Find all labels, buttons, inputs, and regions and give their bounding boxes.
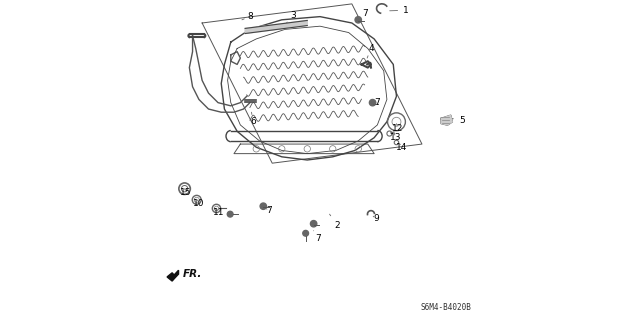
Text: 6: 6 xyxy=(250,112,256,126)
Text: 7: 7 xyxy=(266,206,272,215)
Text: S6M4-B4020B: S6M4-B4020B xyxy=(420,303,471,312)
Text: 2: 2 xyxy=(330,214,340,230)
Text: 9: 9 xyxy=(373,214,379,223)
Circle shape xyxy=(303,230,308,236)
Text: 4: 4 xyxy=(367,44,374,58)
Circle shape xyxy=(260,203,266,209)
Text: 12: 12 xyxy=(392,124,404,132)
Text: 7: 7 xyxy=(373,98,380,107)
Polygon shape xyxy=(441,116,452,125)
Text: 3: 3 xyxy=(287,11,296,23)
Polygon shape xyxy=(167,270,179,281)
Text: 10: 10 xyxy=(193,198,205,207)
Text: 8: 8 xyxy=(242,12,253,21)
Text: FR.: FR. xyxy=(182,269,202,279)
Text: 11: 11 xyxy=(213,208,225,217)
Circle shape xyxy=(369,100,376,106)
Text: 15: 15 xyxy=(180,188,192,197)
Text: 7: 7 xyxy=(314,231,321,243)
Text: 5: 5 xyxy=(452,116,465,125)
Text: 7: 7 xyxy=(359,9,367,19)
Text: 13: 13 xyxy=(390,133,401,142)
Circle shape xyxy=(227,211,233,217)
Polygon shape xyxy=(245,20,307,34)
Text: 14: 14 xyxy=(396,143,407,152)
Text: 1: 1 xyxy=(390,6,409,15)
Circle shape xyxy=(355,17,362,23)
Circle shape xyxy=(310,220,317,227)
